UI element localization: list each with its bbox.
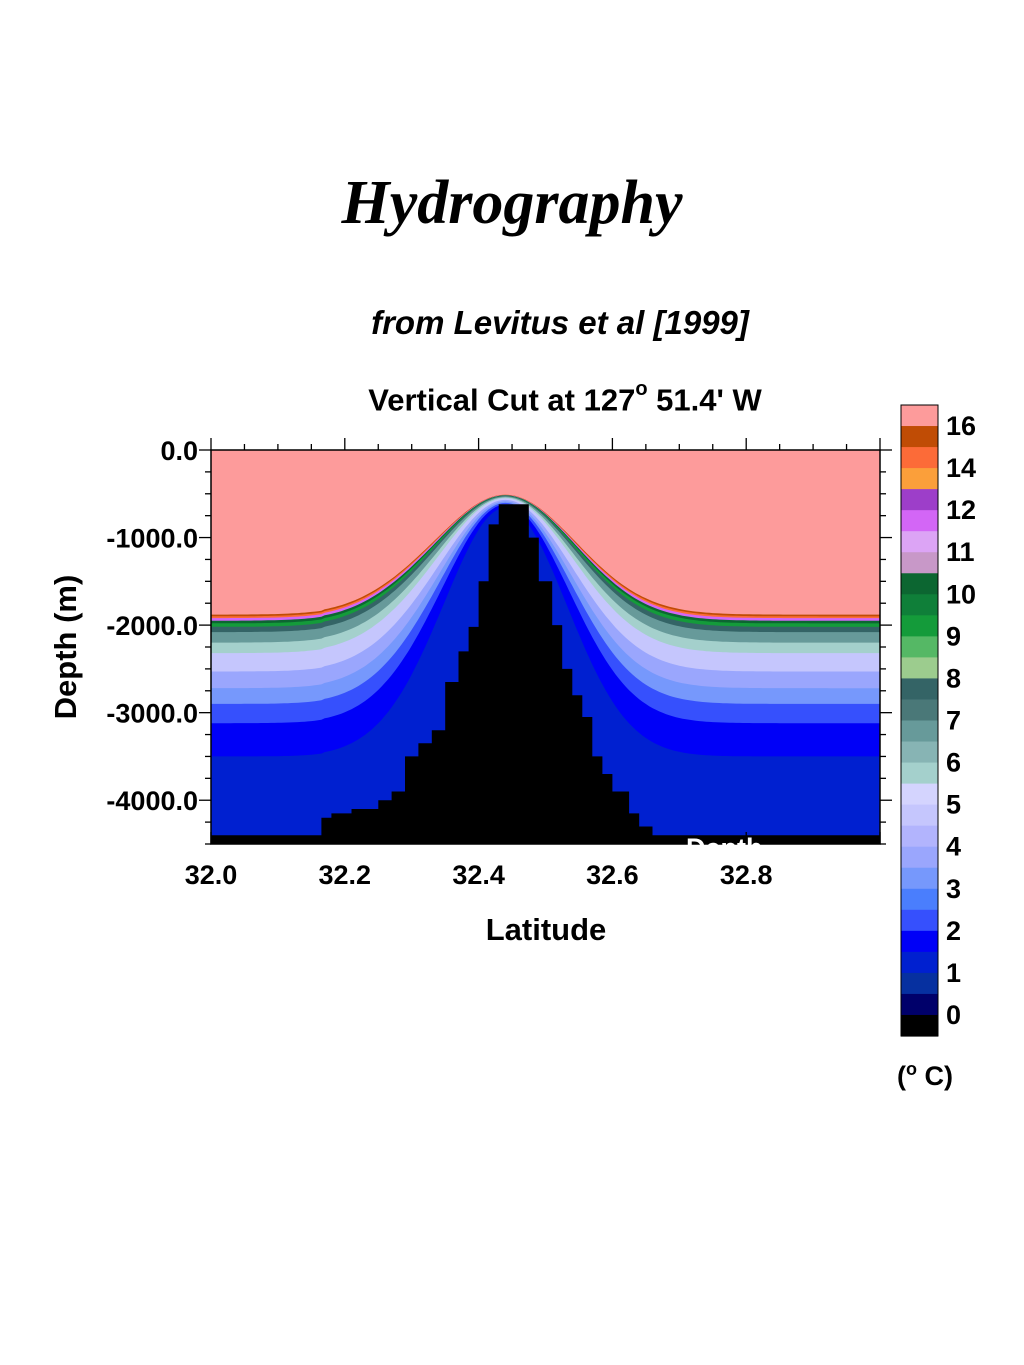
plot-title: Vertical Cut at 127o 51.4' W <box>255 378 875 418</box>
colorbar-segment <box>901 573 938 595</box>
colorbar-label: 14 <box>946 453 976 483</box>
colorbar-segment <box>901 783 938 806</box>
x-tick-label: 32.8 <box>720 860 773 890</box>
colorbar-frame <box>900 404 939 1037</box>
colorbar-segment <box>901 741 938 764</box>
plot-title-main: Vertical Cut at 127 <box>368 382 636 418</box>
seamount-group <box>211 504 880 844</box>
plot-title-degree: o <box>635 378 648 400</box>
y-tick-label: -1000.0 <box>106 524 198 554</box>
colorbar-segment <box>901 1014 938 1037</box>
colorbar-segment <box>901 510 938 532</box>
colorbar-label: 8 <box>946 663 961 693</box>
colorbar-segment <box>901 825 938 848</box>
colorbar-segment <box>901 447 938 469</box>
y-tick-label: -4000.0 <box>106 786 198 816</box>
colorbar-segment <box>901 804 938 827</box>
colorbar-segment <box>901 594 938 616</box>
colorbar-segment <box>901 678 938 701</box>
colorbar-segment <box>901 657 938 680</box>
colorbar-unit-suffix: C) <box>917 1061 953 1091</box>
colorbar-segment <box>901 531 938 553</box>
x-tick-label: 32.4 <box>452 860 505 890</box>
colorbar-label: 3 <box>946 874 961 904</box>
x-tick-label: 32.0 <box>185 860 238 890</box>
colorbar-segment <box>901 615 938 637</box>
colorbar-label: 11 <box>946 537 975 567</box>
colorbar-label: 12 <box>946 495 976 525</box>
colorbar-segment <box>901 909 938 932</box>
colorbar-segment <box>901 552 938 574</box>
colorbar-unit-prefix: ( <box>897 1061 906 1091</box>
page-title: Hydrography <box>341 169 683 237</box>
y-axis-label: Depth (m) <box>48 575 83 720</box>
colorbar-label: 9 <box>946 621 961 651</box>
x-axis-label: Latitude <box>486 912 607 947</box>
colorbar-label: 6 <box>946 748 961 778</box>
colorbar-segment <box>901 468 938 490</box>
colorbar-label: 0 <box>946 1000 961 1030</box>
colorbar-segment <box>901 489 938 511</box>
colorbar-segment <box>901 951 938 974</box>
colorbar-segment <box>901 888 938 911</box>
colorbar-segment <box>901 972 938 995</box>
partial-overlay-label: Depth <box>686 833 763 863</box>
colorbar-unit-degree: o <box>906 1059 917 1079</box>
x-axis: 32.0 32.2 32.4 32.6 32.8 <box>185 438 881 890</box>
colorbar-label: 16 <box>946 411 976 441</box>
colorbar-segment <box>901 426 938 448</box>
x-tick-label: 32.6 <box>586 860 639 890</box>
colorbar-label: 1 <box>946 958 961 988</box>
y-axis: 0.0 -1000.0 -2000.0 -3000.0 -4000.0 <box>106 436 892 845</box>
colorbar-segment <box>901 867 938 890</box>
y-tick-label: 0.0 <box>160 436 198 466</box>
colorbar-segment <box>901 762 938 785</box>
plot-title-rest: 51.4' W <box>647 382 762 418</box>
colorbar-label: 7 <box>946 706 961 736</box>
colorbar-segment <box>901 636 938 658</box>
colorbar-segment <box>901 699 938 722</box>
colorbar-label: 2 <box>946 916 961 946</box>
x-tick-label: 32.2 <box>319 860 372 890</box>
seamount-bathymetry <box>211 504 880 844</box>
y-tick-label: -2000.0 <box>106 611 198 641</box>
y-tick-label: -3000.0 <box>106 699 198 729</box>
colorbar-label: 4 <box>946 832 961 862</box>
colorbar-segment <box>901 405 938 427</box>
colorbar-segment <box>901 993 938 1016</box>
page-subtitle: from Levitus et al [1999] <box>371 304 749 341</box>
colorbar-segment <box>901 930 938 953</box>
colorbar-label: 10 <box>946 579 976 609</box>
colorbar-unit: (o C) <box>897 1059 953 1091</box>
colorbar-label: 5 <box>946 790 961 820</box>
colorbar-segment <box>901 720 938 743</box>
colorbar-segment <box>901 846 938 869</box>
